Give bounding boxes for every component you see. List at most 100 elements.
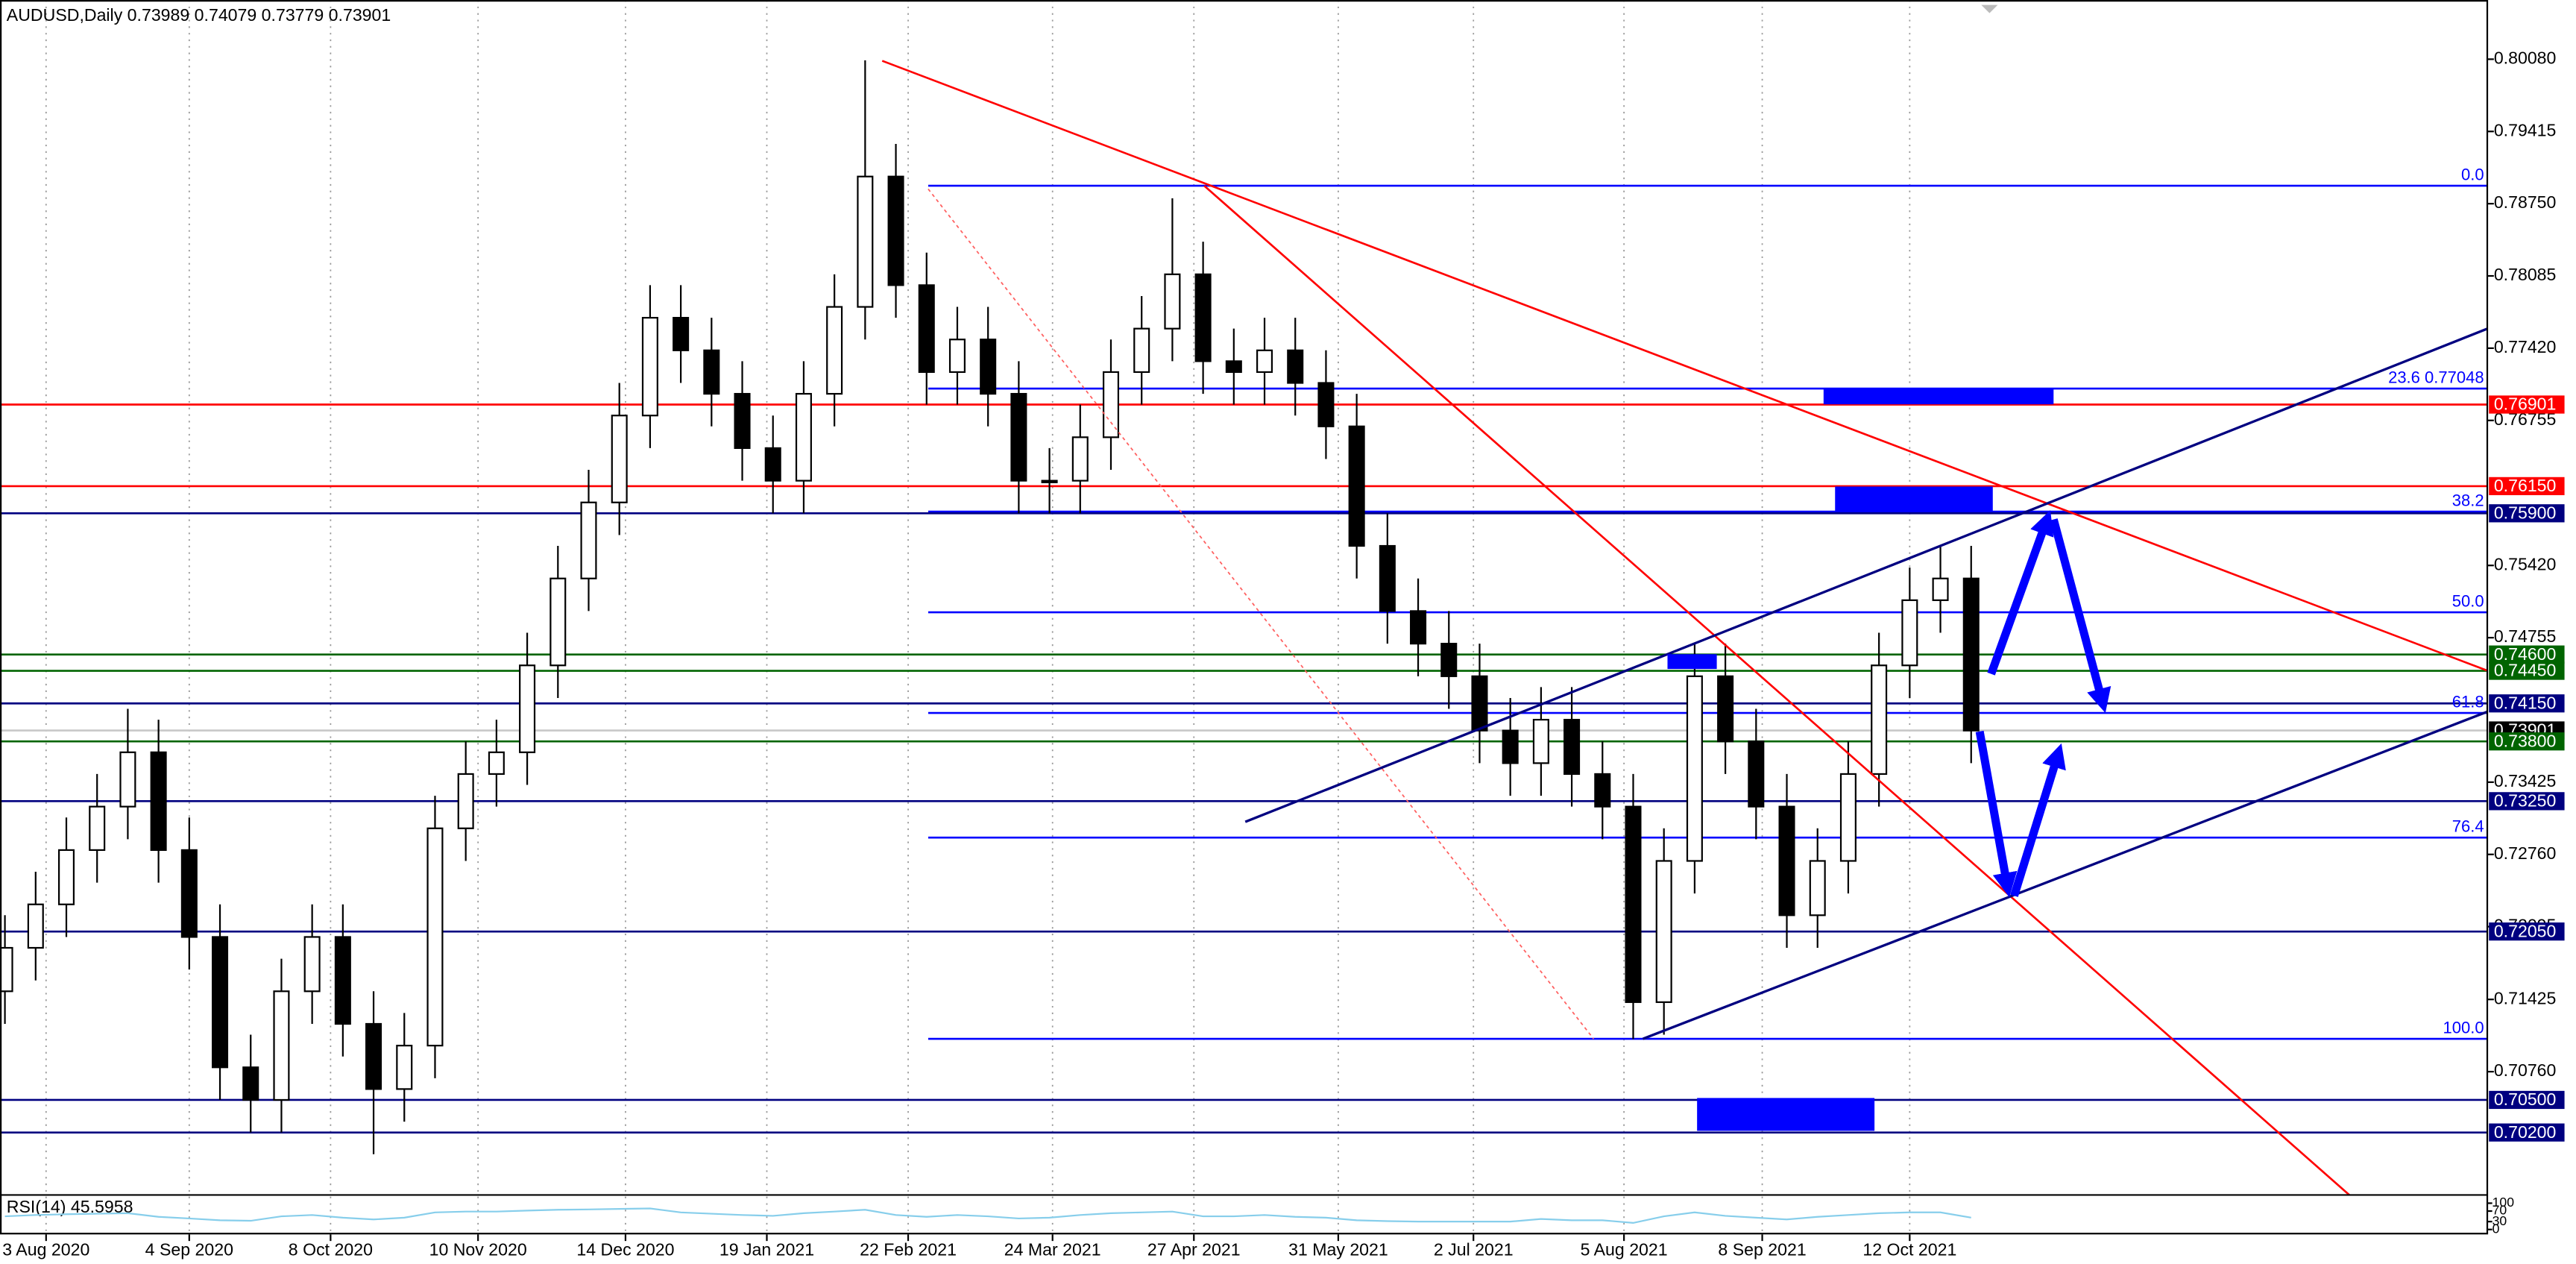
- axes: [0, 0, 2494, 1242]
- y-tick-label: 0.74755: [2494, 626, 2557, 646]
- candle-body: [1225, 360, 1242, 374]
- x-tick-label: 24 Mar 2021: [1004, 1239, 1101, 1259]
- candle-body: [303, 936, 321, 993]
- level-box: [2489, 922, 2565, 941]
- level-box: [2489, 504, 2565, 523]
- level-label: 0.74600: [2494, 644, 2557, 664]
- x-tick-label: 2 Jul 2021: [1434, 1239, 1514, 1259]
- level-box: [2489, 477, 2565, 496]
- channel-line: [1244, 327, 2488, 823]
- y-tick-label: 0.75420: [2494, 554, 2557, 573]
- level-label: 0.72050: [2494, 921, 2557, 940]
- arrow: [1987, 510, 2054, 676]
- zone: [1697, 1098, 1875, 1131]
- y-tick-label: 0.70760: [2494, 1060, 2557, 1080]
- y-tick-label: 0.71425: [2494, 988, 2557, 1007]
- candle-body: [1532, 718, 1549, 764]
- candle-body: [150, 751, 167, 852]
- candle-body: [0, 946, 13, 993]
- x-tick-label: 5 Aug 2021: [1581, 1239, 1668, 1259]
- level-box: [2489, 694, 2565, 713]
- candle-body: [242, 1066, 259, 1101]
- x-tick-label: 14 Dec 2020: [576, 1239, 674, 1259]
- level-label: 0.73250: [2494, 791, 2557, 811]
- candle-body: [980, 339, 997, 395]
- trend-line: [928, 188, 1595, 1040]
- levels: [0, 184, 2488, 1133]
- y-tick-label: 0.73425: [2494, 771, 2557, 790]
- rsi-tick-label: 30: [2492, 1213, 2507, 1228]
- candle-body: [1440, 643, 1458, 677]
- candle-body: [1655, 860, 1672, 1003]
- x-tick-label: 19 Jan 2021: [719, 1239, 814, 1259]
- candle-body: [764, 447, 781, 482]
- arrow: [2049, 518, 2111, 714]
- x-tick-label: 10 Nov 2020: [429, 1239, 527, 1259]
- level-box: [2489, 1123, 2565, 1142]
- zone: [1667, 654, 1717, 670]
- y-tick-label: 0.78750: [2494, 192, 2557, 212]
- candle-body: [1625, 805, 1642, 1003]
- candle-body: [826, 306, 843, 395]
- y-tick-label: 0.77420: [2494, 337, 2557, 356]
- candle-body: [734, 392, 751, 450]
- candle-body: [1717, 675, 1734, 743]
- level-box: [2489, 732, 2565, 751]
- candle-body: [1563, 718, 1581, 776]
- candle-body: [1102, 371, 1120, 438]
- candle-body: [1133, 327, 1150, 374]
- level-box: [2489, 645, 2565, 664]
- candle-body: [1164, 273, 1181, 330]
- y-tick-label: 0.78085: [2494, 265, 2557, 284]
- candle-body: [795, 392, 812, 482]
- candle-body: [1010, 392, 1027, 482]
- level-label: 0.76150: [2494, 476, 2557, 495]
- fib-label: 50.0: [2452, 592, 2484, 611]
- candle-body: [57, 849, 75, 905]
- candle-body: [1594, 773, 1611, 808]
- arrow: [1975, 730, 2018, 898]
- shift-marker: [1981, 4, 1998, 13]
- candle-body: [918, 284, 935, 374]
- level-box: [2489, 1090, 2565, 1110]
- candle-body: [488, 751, 505, 776]
- candle-body: [89, 805, 106, 852]
- x-tick-label: 8 Oct 2020: [289, 1239, 373, 1259]
- candle-body: [1041, 479, 1058, 483]
- level-label: 0.70200: [2494, 1122, 2557, 1142]
- chart-title: AUDUSD,Daily 0.73989 0.74079 0.73779 0.7…: [7, 5, 391, 25]
- candle-body: [549, 577, 567, 667]
- candle-body: [1379, 544, 1396, 612]
- drawings: [881, 60, 2488, 1196]
- candle-body: [948, 339, 966, 374]
- x-tick-label: 27 Apr 2021: [1147, 1239, 1241, 1259]
- x-tick-label: 3 Aug 2020: [2, 1239, 89, 1259]
- level-label: 0.70500: [2494, 1090, 2557, 1109]
- fib-label: 76.4: [2452, 817, 2484, 836]
- trend-line: [1203, 185, 2350, 1196]
- fib-label: 38.2: [2452, 491, 2484, 510]
- plot-frame: [0, 0, 2489, 1235]
- candle-body: [641, 316, 658, 417]
- level-label: 0.75900: [2494, 503, 2557, 523]
- x-tick-label: 12 Oct 2021: [1862, 1239, 1956, 1259]
- candle-body: [1932, 577, 1949, 601]
- candle-body: [1962, 577, 1980, 732]
- candle-body: [1809, 860, 1826, 916]
- candle-body: [1348, 425, 1365, 547]
- level-label: 0.74150: [2494, 693, 2557, 712]
- fib-label: 23.6 0.77048: [2388, 368, 2484, 387]
- zone: [1835, 486, 1993, 512]
- candle-body: [1839, 773, 1857, 862]
- candle-body: [119, 751, 136, 808]
- y-tick-label: 0.79415: [2494, 120, 2557, 139]
- candle-body: [1287, 349, 1304, 384]
- trend-line: [881, 60, 2488, 672]
- rsi-line: [4, 1207, 1971, 1224]
- candle-body: [519, 664, 536, 753]
- candle-body: [212, 936, 229, 1069]
- arrow: [2010, 743, 2066, 897]
- candle-body: [1471, 675, 1488, 732]
- zone: [1823, 388, 2054, 405]
